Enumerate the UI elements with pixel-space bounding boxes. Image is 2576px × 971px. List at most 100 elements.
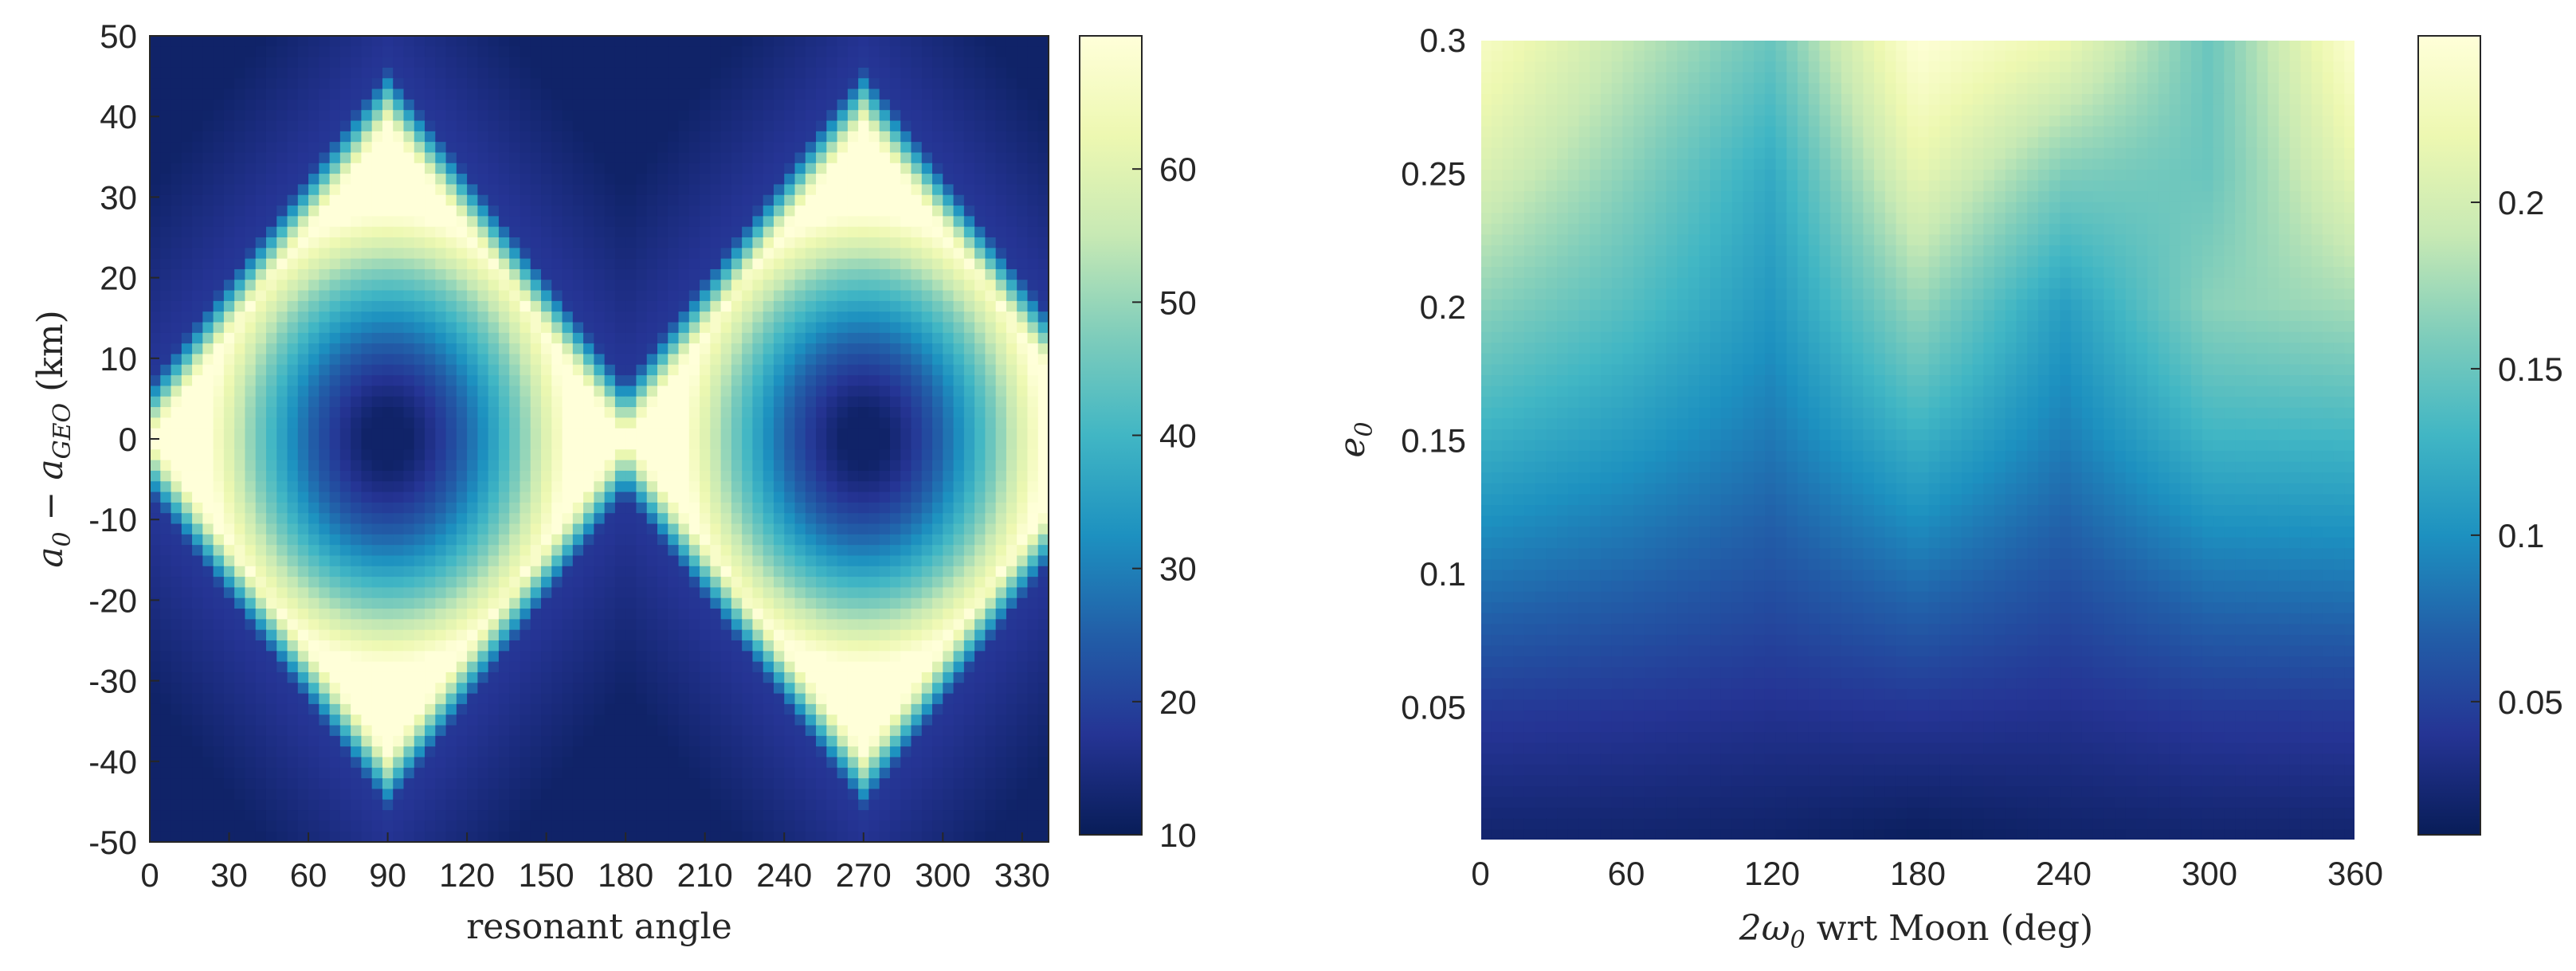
heatmap-cell	[171, 364, 182, 376]
heatmap-cell	[604, 651, 616, 663]
heatmap-cell	[351, 78, 363, 90]
heatmap-cell	[181, 300, 193, 313]
heatmap-cell	[551, 194, 563, 206]
heatmap-cell	[456, 609, 468, 621]
heatmap-cell	[995, 555, 1007, 567]
heatmap-cell	[847, 131, 859, 143]
heatmap-cell	[265, 407, 278, 419]
heatmap-cell	[382, 364, 394, 376]
heatmap-cell	[837, 131, 849, 143]
heatmap-cell	[541, 449, 553, 461]
heatmap-cell	[393, 651, 405, 663]
heatmap-cell	[847, 46, 859, 58]
heatmap-cell	[477, 120, 489, 132]
heatmap-cell	[868, 131, 880, 143]
heatmap-cell	[710, 491, 722, 503]
heatmap-cell	[614, 322, 626, 334]
heatmap-cell	[551, 322, 563, 334]
heatmap-cell	[223, 206, 235, 217]
heatmap-cell	[868, 460, 880, 472]
heatmap-cell	[858, 577, 870, 589]
heatmap-cell	[742, 120, 754, 132]
heatmap-cell	[467, 152, 479, 164]
heatmap-cell	[837, 640, 849, 652]
heatmap-cell	[509, 555, 521, 567]
heatmap-cell	[445, 248, 457, 260]
heatmap-cell	[572, 566, 584, 578]
heatmap-cell	[911, 248, 923, 260]
heatmap-cell	[773, 162, 786, 174]
heatmap-cell	[425, 258, 437, 270]
heatmap-cell	[604, 555, 616, 567]
heatmap-cell	[731, 375, 743, 387]
heatmap-cell	[731, 322, 743, 334]
heatmap-cell	[868, 184, 880, 196]
heatmap-cell	[858, 67, 870, 80]
heatmap-cell	[488, 609, 500, 621]
heatmap-cell	[509, 396, 521, 408]
heatmap-cell	[562, 194, 574, 206]
heatmap-cell	[181, 502, 193, 515]
heatmap-cell	[150, 280, 162, 292]
heatmap-cell	[393, 619, 405, 631]
heatmap-cell	[351, 364, 363, 376]
heatmap-cell	[625, 428, 637, 440]
heatmap-cell	[668, 555, 680, 567]
heatmap-cell	[245, 343, 257, 355]
heatmap-cell	[382, 375, 394, 387]
heatmap-cell	[700, 375, 712, 387]
heatmap-cell	[477, 290, 489, 302]
heatmap-cell	[752, 311, 764, 323]
heatmap-cell	[943, 99, 955, 112]
heatmap-cell	[181, 343, 193, 355]
heatmap-cell	[974, 184, 986, 196]
heatmap-cell	[382, 120, 394, 132]
heatmap-cell	[911, 131, 923, 143]
heatmap-cell	[858, 216, 870, 228]
heatmap-cell	[530, 439, 542, 451]
heatmap-cell	[297, 120, 309, 132]
heatmap-cell	[625, 523, 637, 535]
heatmap-cell	[181, 67, 193, 80]
heatmap-cell	[688, 491, 700, 503]
heatmap-cell	[223, 216, 235, 228]
heatmap-cell	[900, 407, 912, 419]
heatmap-cell	[435, 449, 447, 461]
heatmap-cell	[297, 300, 309, 313]
heatmap-cell	[911, 619, 923, 631]
heatmap-cell	[562, 354, 574, 366]
heatmap-cell	[858, 481, 870, 493]
heatmap-cell	[921, 491, 933, 503]
heatmap-cell	[847, 88, 859, 100]
heatmap-cell	[1027, 513, 1039, 525]
heatmap-cell	[752, 258, 764, 270]
heatmap-cell	[625, 311, 637, 323]
heatmap-cell	[509, 428, 521, 440]
heatmap-cell	[583, 290, 595, 302]
heatmap-cell	[456, 194, 468, 206]
heatmap-cell	[995, 439, 1007, 451]
heatmap-cell	[498, 354, 510, 366]
heatmap-cell	[720, 46, 732, 58]
heatmap-cell	[710, 237, 722, 249]
heatmap-cell	[657, 184, 669, 196]
heatmap-cell	[943, 545, 955, 557]
heatmap-cell	[646, 110, 658, 122]
heatmap-cell	[319, 534, 331, 546]
heatmap-cell	[868, 640, 880, 652]
heatmap-cell	[287, 216, 299, 228]
heatmap-cell	[847, 587, 859, 599]
heatmap-cell	[276, 184, 288, 196]
heatmap-cell	[371, 46, 383, 58]
heatmap-cell	[889, 354, 902, 366]
heatmap-cell	[837, 597, 849, 609]
heatmap-cell	[963, 460, 975, 472]
heatmap-cell	[594, 99, 606, 112]
heatmap-cell	[425, 534, 437, 546]
heatmap-cell	[202, 619, 214, 631]
heatmap-cell	[414, 110, 425, 122]
heatmap-cell	[688, 311, 700, 323]
heatmap-cell	[171, 332, 182, 344]
heatmap-cell	[943, 268, 955, 281]
heatmap-cell	[731, 354, 743, 366]
